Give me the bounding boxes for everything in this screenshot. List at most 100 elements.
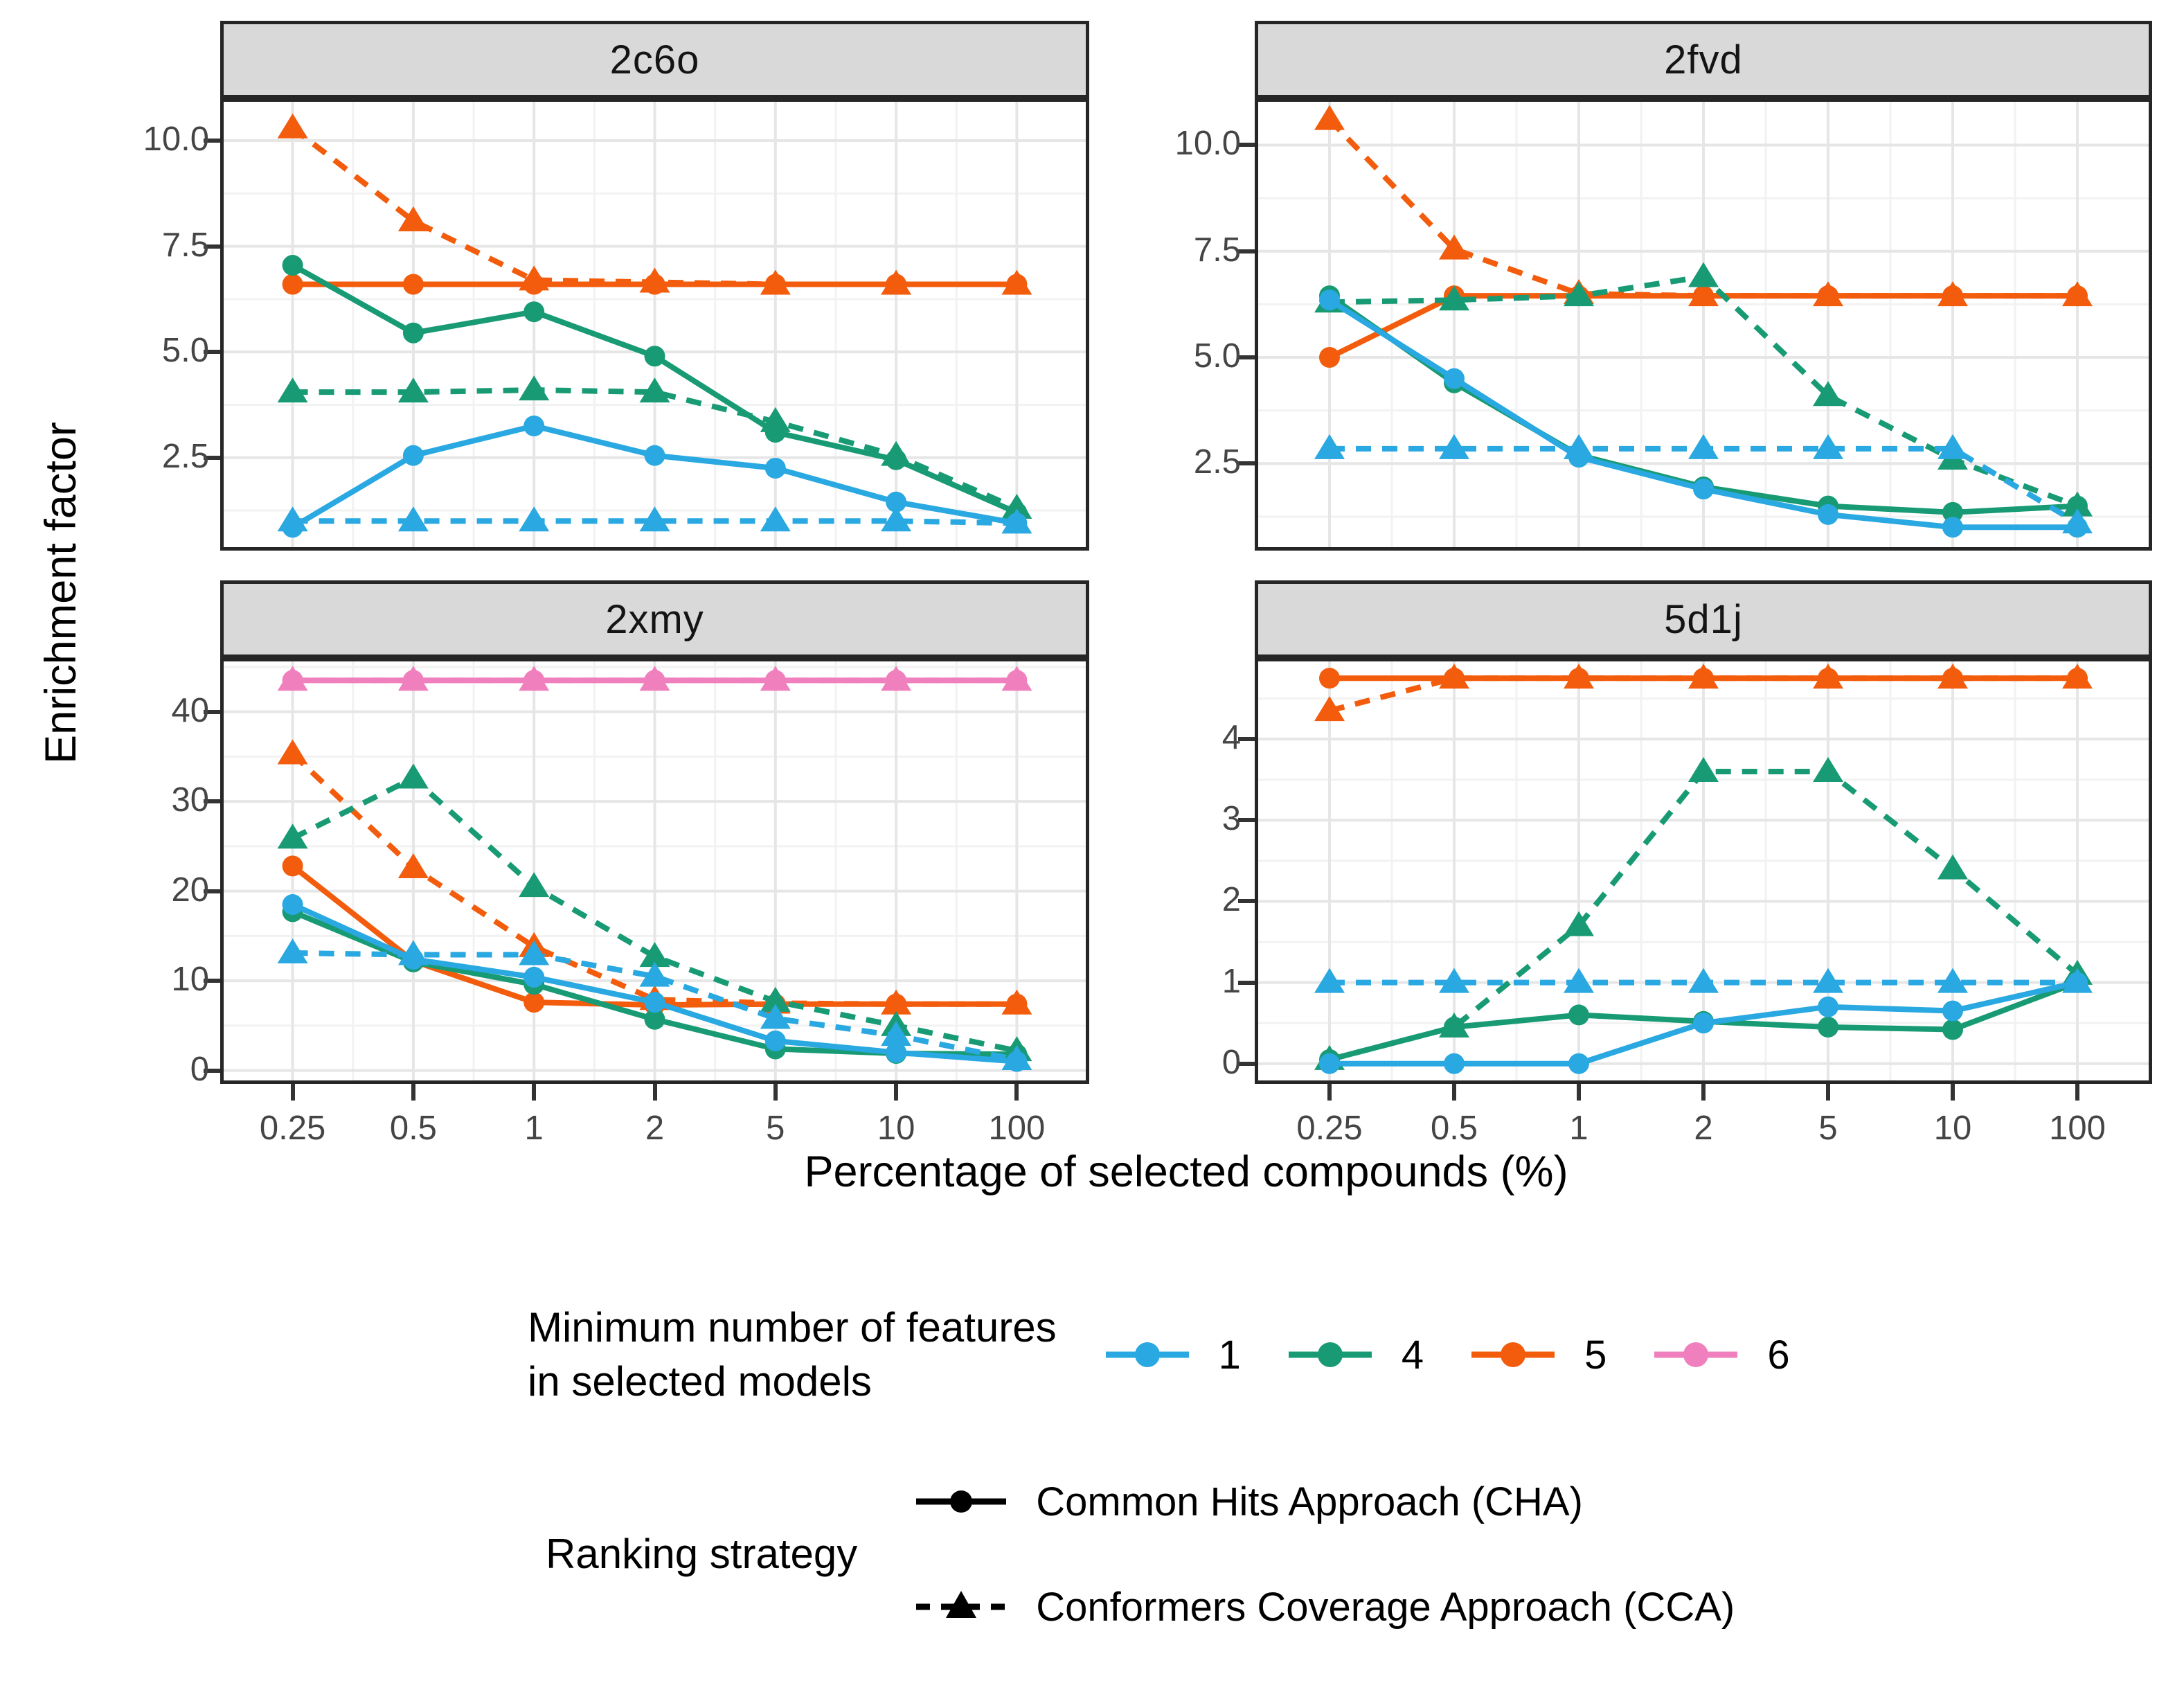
marker-triangle-6-CCA	[277, 666, 308, 691]
facet-strip-5d1j: 5d1j	[1255, 580, 2152, 658]
marker-triangle-4-CCA	[1564, 911, 1594, 936]
legend-feature-item-5: 5	[1468, 1327, 1606, 1382]
marker-circle-5-CHA	[1319, 668, 1340, 689]
marker-triangle-4-CCA	[760, 407, 791, 432]
marker-triangle-4-CCA	[277, 823, 308, 849]
marker-triangle-1-CCA	[519, 506, 550, 532]
marker-circle-1-CHA	[282, 894, 303, 916]
x-tick-mark	[411, 1084, 415, 1101]
y-tick-mark	[1238, 143, 1255, 148]
marker-circle-1-CHA	[1942, 1000, 1963, 1022]
x-tick-mark	[1701, 1084, 1706, 1101]
legend-ranking-label: Conformers Coverage Approach (CCA)	[1036, 1584, 1735, 1630]
marker-triangle-5-CCA	[1813, 281, 1843, 307]
marker-triangle-4-CCA	[881, 440, 912, 466]
x-tick-mark	[652, 1084, 657, 1101]
marker-triangle-6-CCA	[1001, 666, 1032, 691]
marker-circle-4-CHA	[1942, 1019, 1963, 1040]
marker-triangle-4-CCA	[760, 986, 791, 1012]
facet-panel-2xmy	[220, 658, 1089, 1084]
y-tick-mark	[204, 799, 220, 804]
marker-triangle-5-CCA	[1314, 696, 1345, 722]
marker-triangle-1-CCA	[639, 961, 670, 987]
facet-title: 5d1j	[1664, 596, 1743, 642]
y-tick-label: 2.5	[161, 437, 209, 475]
x-tick-mark	[1826, 1084, 1830, 1101]
marker-triangle-1-CCA	[1001, 508, 1032, 534]
marker-triangle-1-CCA	[881, 1021, 912, 1047]
marker-triangle-4-CCA	[1688, 262, 1719, 287]
marker-circle-1-CHA	[1319, 290, 1340, 311]
marker-triangle-1-CCA	[2062, 508, 2093, 534]
marker-triangle-5-CCA	[1001, 269, 1032, 295]
marker-triangle-5-CCA	[1439, 234, 1469, 260]
marker-triangle-6-CCA	[760, 666, 791, 691]
legend-ranking-strategy: Ranking strategy Common Hits Approach (C…	[546, 1474, 1735, 1635]
marker-circle-1-CHA	[1319, 1053, 1340, 1074]
legend-key-feature-1-icon	[1105, 1342, 1189, 1367]
y-tick-mark	[204, 709, 220, 714]
marker-triangle-1-CCA	[277, 506, 308, 532]
marker-triangle-4-CCA	[1564, 281, 1594, 307]
marker-triangle-1-CCA	[2062, 968, 2093, 993]
marker-triangle-4-CCA	[2062, 491, 2093, 517]
marker-triangle-1-CCA	[1688, 434, 1719, 459]
y-tick-label: 1	[1221, 962, 1241, 1000]
y-tick-label: 0	[1221, 1043, 1241, 1081]
legend-key-cca-icon	[916, 1591, 1007, 1618]
marker-triangle-5-CCA	[1001, 989, 1032, 1015]
legend-key-triangle	[946, 1591, 977, 1618]
marker-circle-1-CHA	[644, 445, 665, 466]
y-tick-label: 10.0	[1174, 125, 1241, 163]
facet-title: 2c6o	[609, 37, 700, 82]
y-tick-label: 4	[1221, 719, 1241, 757]
facet-plot-2c6o	[224, 102, 1086, 547]
marker-circle-1-CHA	[764, 1030, 786, 1051]
x-tick-label: 0.5	[389, 1110, 437, 1147]
marker-circle-1-CHA	[1818, 996, 1838, 1017]
legend-key-circle	[1317, 1342, 1343, 1367]
y-tick-mark	[204, 889, 220, 893]
marker-circle-1-CHA	[1444, 368, 1465, 389]
marker-circle-1-CHA	[1568, 1053, 1589, 1074]
marker-triangle-5-CCA	[2062, 281, 2093, 307]
legend-key-feature-6-icon	[1654, 1342, 1738, 1367]
y-tick-label: 7.5	[1193, 231, 1241, 269]
marker-circle-4-CHA	[1942, 501, 1963, 523]
y-tick-mark	[1238, 980, 1255, 985]
marker-triangle-1-CCA	[397, 506, 429, 532]
marker-circle-4-CHA	[402, 322, 424, 344]
legend-min-features-title-line2: in selected models	[528, 1358, 872, 1405]
facet-plot-2xmy	[224, 661, 1086, 1080]
y-tick-label: 5.0	[161, 332, 209, 370]
facet-strip-2c6o: 2c6o	[220, 21, 1089, 98]
marker-triangle-5-CCA	[277, 739, 308, 765]
marker-triangle-4-CCA	[1813, 381, 1843, 407]
marker-triangle-1-CCA	[639, 506, 670, 532]
marker-circle-5-CHA	[282, 274, 303, 295]
legend-ranking-item-cha: Common Hits Approach (CHA)	[913, 1474, 1583, 1529]
y-tick-label: 3	[1221, 800, 1241, 838]
marker-triangle-4-CCA	[397, 377, 429, 403]
marker-triangle-1-CCA	[1439, 434, 1469, 459]
x-tick-label: 5	[1818, 1110, 1838, 1147]
marker-triangle-4-CCA	[397, 763, 429, 789]
marker-triangle-1-CCA	[519, 940, 550, 965]
facet-title: 2xmy	[605, 596, 704, 642]
marker-circle-1-CHA	[402, 445, 424, 466]
y-tick-mark	[1238, 818, 1255, 823]
legend-feature-label: 6	[1767, 1332, 1790, 1378]
marker-triangle-5-CCA	[397, 206, 429, 231]
marker-triangle-5-CCA	[1314, 105, 1345, 130]
facet-title: 2fvd	[1664, 37, 1743, 82]
marker-triangle-6-CCA	[639, 666, 670, 691]
x-tick-mark	[1452, 1084, 1456, 1101]
legend-key-circle	[1134, 1342, 1160, 1367]
marker-triangle-1-CCA	[1001, 1045, 1032, 1071]
facet-strip-2fvd: 2fvd	[1255, 21, 2152, 98]
y-tick-mark	[1238, 461, 1255, 466]
legend-feature-label: 4	[1401, 1332, 1424, 1378]
marker-circle-1-CHA	[644, 992, 665, 1013]
marker-triangle-5-CCA	[519, 265, 550, 291]
